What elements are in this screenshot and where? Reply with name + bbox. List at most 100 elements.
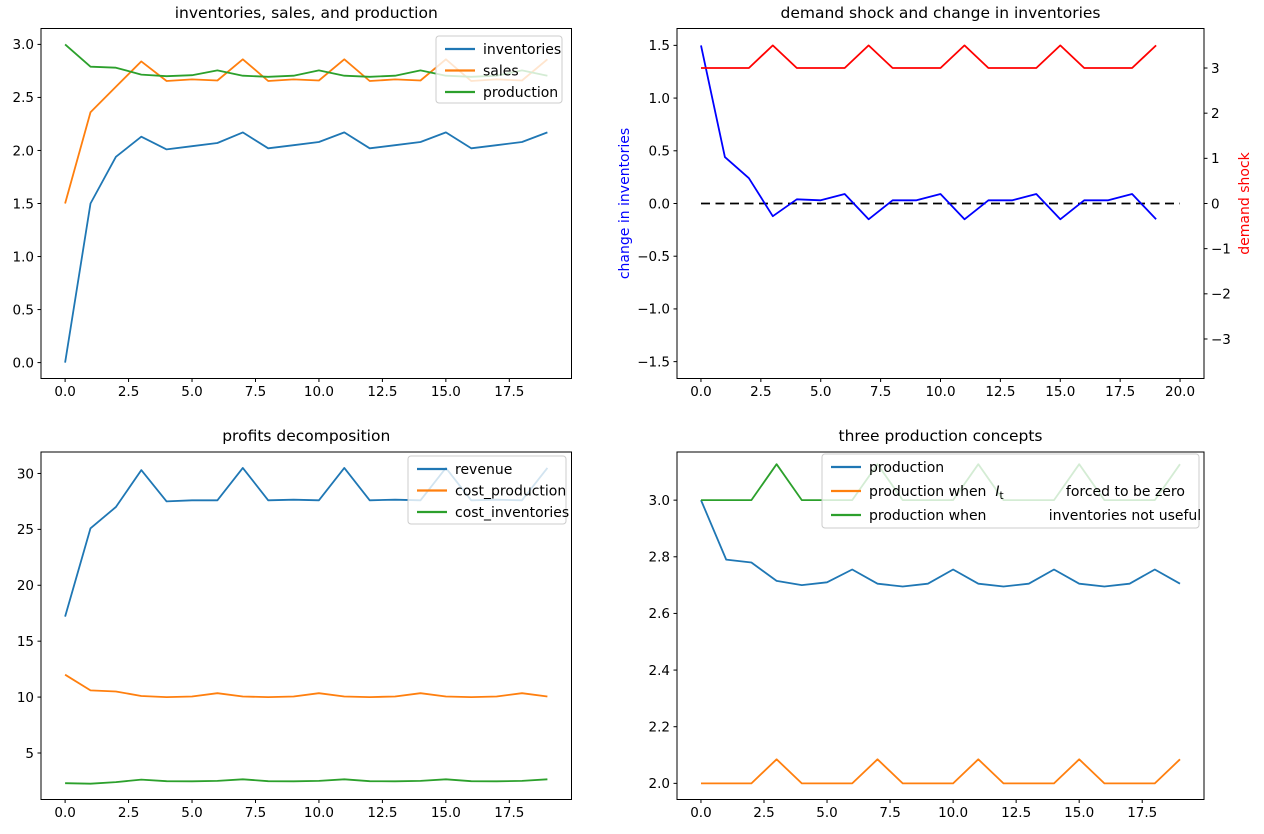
y-tick-label: 20 [17, 578, 34, 594]
y-tick-label: 2.6 [649, 606, 670, 622]
y-tick-label: 0.5 [649, 144, 670, 160]
x-tick-label: 0.0 [54, 805, 75, 821]
x-tick-label: 0.0 [690, 384, 711, 400]
legend-label: cost_production [455, 483, 566, 499]
y-tick-label: 2.5 [13, 90, 34, 106]
y-tick-label: 0.0 [13, 355, 34, 371]
x-tick-label: 15.0 [1064, 805, 1094, 821]
y-tick-label: 0.0 [649, 196, 670, 212]
subplot-3: 0.0 2.5 5.0 7.5 10.0 12.5 15.0 17.5 5 10 15 20 25 30 r… [17, 451, 572, 821]
legend-label: production when inventories not useful [869, 508, 1201, 524]
right-y-tick-label: −2 [1211, 287, 1231, 303]
x-tick-label: 17.5 [494, 805, 524, 821]
x-tick-label: 5.0 [810, 384, 831, 400]
right-y-tick-label: 1 [1211, 151, 1220, 167]
y-axis-label: change in inventories [617, 128, 633, 279]
x-tick-label: 2.5 [118, 805, 139, 821]
x-tick-label: 12.5 [985, 384, 1015, 400]
y-tick-label: −1.5 [637, 354, 670, 370]
x-tick-label: 0.0 [54, 384, 75, 400]
right-y-tick-label: 2 [1211, 106, 1220, 122]
x-tick-label: 10.0 [938, 805, 968, 821]
y-tick-label: 2.0 [649, 776, 670, 792]
subplot-1: 0.0 2.5 5.0 7.5 10.0 12.5 15.0 17.5 0.0 0.5 1.0 1.5… [13, 28, 572, 400]
x-tick-label: 5.0 [181, 805, 202, 821]
y-tick-label: 1.5 [13, 196, 34, 212]
y-tick-label: 2.0 [13, 143, 34, 159]
legend-label: revenue [455, 462, 512, 478]
legend-label: inventories [483, 42, 561, 58]
y-tick-label: −1.0 [637, 302, 670, 318]
x-tick-label: 2.5 [750, 384, 771, 400]
right-y-axis-label: demand shock [1237, 151, 1253, 254]
legend-label: production when It forced to be zero [869, 484, 1185, 502]
right-y-tick-label: 0 [1211, 196, 1220, 212]
x-tick-label: 12.5 [1001, 805, 1031, 821]
y-tick-label: 5 [25, 746, 34, 762]
y-tick-label: −0.5 [637, 249, 670, 265]
line-cost-inventories [65, 778, 548, 785]
subplot-3-title: profits decomposition [222, 427, 391, 445]
x-tick-label: 15.0 [431, 805, 461, 821]
axes-frame [40, 451, 572, 800]
legend-label: cost_inventories [455, 505, 569, 521]
subplot-4-title: three production concepts [838, 427, 1043, 445]
y-tick-label: 1.0 [649, 91, 670, 107]
x-tick-label: 7.5 [245, 384, 266, 400]
right-y-tick-label: −3 [1211, 332, 1231, 348]
y-tick-label: 25 [17, 522, 34, 538]
x-tick-label: 0.0 [690, 805, 711, 821]
x-tick-label: 7.5 [870, 384, 891, 400]
x-tick-label: 2.5 [753, 805, 774, 821]
x-tick-label: 7.5 [879, 805, 900, 821]
line-production-when-it-forced-to-be-zero [701, 758, 1181, 785]
y-tick-label: 10 [17, 690, 34, 706]
x-tick-label: 10.0 [304, 805, 334, 821]
y-tick-label: 2.4 [649, 663, 670, 679]
x-tick-label: 10.0 [304, 384, 334, 400]
line-demand-shock [701, 44, 1157, 69]
x-tick-label: 12.5 [367, 805, 397, 821]
legend: revenue cost_production cost_inventories [407, 455, 569, 525]
x-tick-label: 15.0 [431, 384, 461, 400]
y-tick-label: 3.0 [13, 37, 34, 53]
line-production [700, 499, 1181, 588]
y-tick-label: 1.0 [13, 249, 34, 265]
x-tick-label: 5.0 [816, 805, 837, 821]
subplot-2-title: demand shock and change in inventories [780, 3, 1101, 22]
x-tick-label: 20.0 [1165, 384, 1195, 400]
line-cost-production [64, 673, 548, 698]
x-tick-label: 7.5 [245, 805, 266, 821]
subplot-2: 0.0 2.5 5.0 7.5 10.0 12.5 15.0 17.5 20.0−1.5−1.0… [617, 28, 1253, 400]
y-tick-label: 0.5 [13, 302, 34, 318]
subplot-4: 0.0 2.5 5.0 7.5 10.0 12.5 15.0 17.5 2.0 2.2 2.4 2.6… [649, 451, 1205, 821]
legend-box [821, 453, 1200, 529]
x-tick-label: 17.5 [1127, 805, 1157, 821]
x-tick-label: 5.0 [181, 384, 202, 400]
subplot-1-title: inventories, sales, and production [174, 3, 438, 22]
legend-box [407, 455, 567, 525]
y-tick-label: 30 [17, 466, 34, 482]
y-tick-label: 2.2 [649, 720, 670, 736]
x-tick-label: 2.5 [118, 384, 139, 400]
legend: production production when It forced to b… [821, 453, 1201, 529]
y-tick-label: 2.8 [649, 550, 670, 566]
right-y-tick-label: 3 [1211, 61, 1220, 77]
legend-box [435, 35, 563, 104]
axes-frame [676, 451, 1205, 800]
x-tick-label: 17.5 [494, 384, 524, 400]
y-tick-label: 1.5 [649, 38, 670, 54]
y-tick-label: 15 [17, 634, 34, 650]
x-tick-label: 15.0 [1045, 384, 1075, 400]
y-tick-label: 3.0 [649, 493, 670, 509]
x-tick-label: 12.5 [367, 384, 397, 400]
legend-label: sales [483, 63, 519, 79]
legend: inventories sales production [435, 35, 563, 104]
line-inventories [64, 131, 548, 363]
legend-label: production [483, 85, 558, 101]
right-y-tick-label: −1 [1211, 241, 1231, 257]
legend-label: production [869, 460, 944, 476]
line-change-in-inventories [700, 45, 1157, 221]
